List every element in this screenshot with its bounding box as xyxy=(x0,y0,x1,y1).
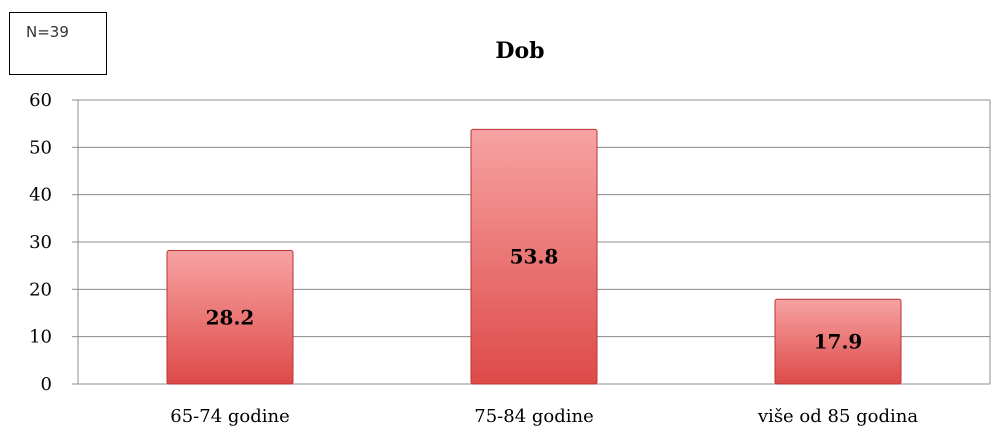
y-tick-label: 0 xyxy=(41,374,52,395)
chart-title: Dob xyxy=(495,38,545,64)
bar-value-label: 53.8 xyxy=(510,245,559,269)
bar xyxy=(470,128,598,385)
sample-size-label: N=39 xyxy=(26,23,69,41)
y-tick-label: 30 xyxy=(29,232,52,253)
x-category-label: više od 85 godina xyxy=(757,406,918,427)
x-category-label: 75-84 godine xyxy=(474,406,594,427)
sample-size-box: N=39 xyxy=(9,12,107,75)
x-category-label: 65-74 godine xyxy=(170,406,290,427)
y-tick-label: 40 xyxy=(29,185,52,206)
y-tick-label: 50 xyxy=(29,137,52,158)
bar xyxy=(774,298,902,385)
y-tick-label: 20 xyxy=(29,279,52,300)
bar-value-label: 28.2 xyxy=(206,305,255,329)
bar-value-label: 17.9 xyxy=(814,330,863,354)
y-tick-label: 10 xyxy=(29,327,52,348)
bar xyxy=(166,250,294,385)
y-tick-label: 60 xyxy=(29,90,52,111)
